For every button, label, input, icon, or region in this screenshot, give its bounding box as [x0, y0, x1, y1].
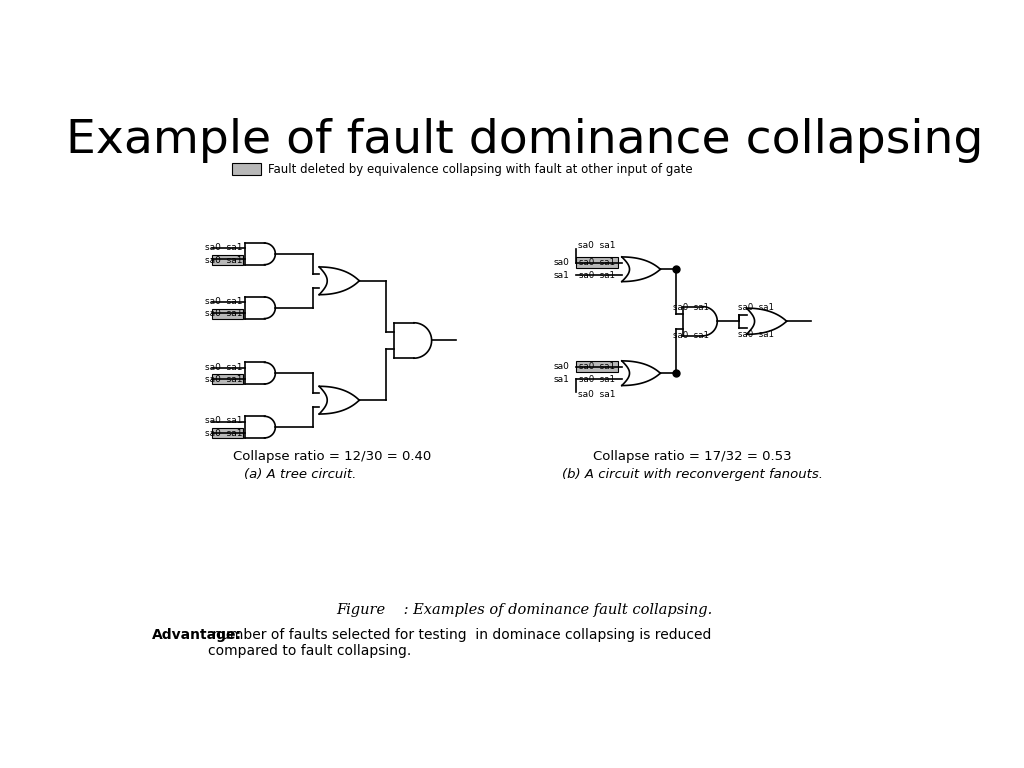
Text: (b) A circuit with reconvergent fanouts.: (b) A circuit with reconvergent fanouts.	[562, 468, 823, 481]
Text: Advantage:: Advantage:	[153, 628, 242, 642]
Text: sa0  sa1: sa0 sa1	[579, 241, 615, 250]
Text: sa0  sa1: sa0 sa1	[205, 310, 243, 319]
Bar	[212, 309, 243, 319]
Text: sa0  sa1: sa0 sa1	[579, 390, 615, 399]
Text: Figure    : Examples of dominance fault collapsing.: Figure : Examples of dominance fault col…	[337, 603, 713, 617]
Text: sa0  sa1: sa0 sa1	[205, 243, 243, 252]
Text: Collapse ratio = 17/32 = 0.53: Collapse ratio = 17/32 = 0.53	[593, 450, 792, 463]
Text: (a) A tree circuit.: (a) A tree circuit.	[244, 468, 356, 481]
Text: sa0  sa1: sa0 sa1	[738, 303, 774, 313]
Text: sa1: sa1	[554, 271, 569, 280]
Text: sa0  sa1: sa0 sa1	[738, 330, 774, 339]
Bar	[575, 361, 617, 372]
Text: sa0  sa1: sa0 sa1	[205, 297, 243, 306]
Text: sa0  sa1: sa0 sa1	[205, 416, 243, 425]
Text: sa0: sa0	[554, 258, 569, 266]
Text: Collapse ratio = 12/30 = 0.40: Collapse ratio = 12/30 = 0.40	[233, 450, 431, 463]
Text: sa0  sa1: sa0 sa1	[205, 362, 243, 372]
Text: number of faults selected for testing  in dominace collapsing is reduced
compare: number of faults selected for testing in…	[208, 628, 711, 658]
Text: sa0  sa1: sa0 sa1	[205, 256, 243, 264]
Bar	[575, 257, 617, 268]
Text: sa0  sa1: sa0 sa1	[205, 375, 243, 384]
Text: sa0: sa0	[554, 362, 569, 371]
Text: sa0  sa1: sa0 sa1	[580, 362, 615, 371]
Text: sa0  sa1: sa0 sa1	[580, 258, 615, 266]
Text: sa0  sa1: sa0 sa1	[673, 303, 710, 312]
Bar	[212, 374, 243, 384]
Text: Example of fault dominance collapsing: Example of fault dominance collapsing	[67, 118, 983, 163]
Bar	[212, 255, 243, 265]
Text: sa1: sa1	[554, 375, 569, 384]
Bar	[232, 163, 261, 175]
Bar	[212, 428, 243, 438]
Text: sa0  sa1: sa0 sa1	[673, 331, 710, 340]
Text: sa0  sa1: sa0 sa1	[205, 429, 243, 438]
Text: Fault deleted by equivalence collapsing with fault at other input of gate: Fault deleted by equivalence collapsing …	[267, 163, 692, 176]
Text: sa0  sa1: sa0 sa1	[580, 271, 615, 280]
Text: sa0  sa1: sa0 sa1	[580, 375, 615, 384]
